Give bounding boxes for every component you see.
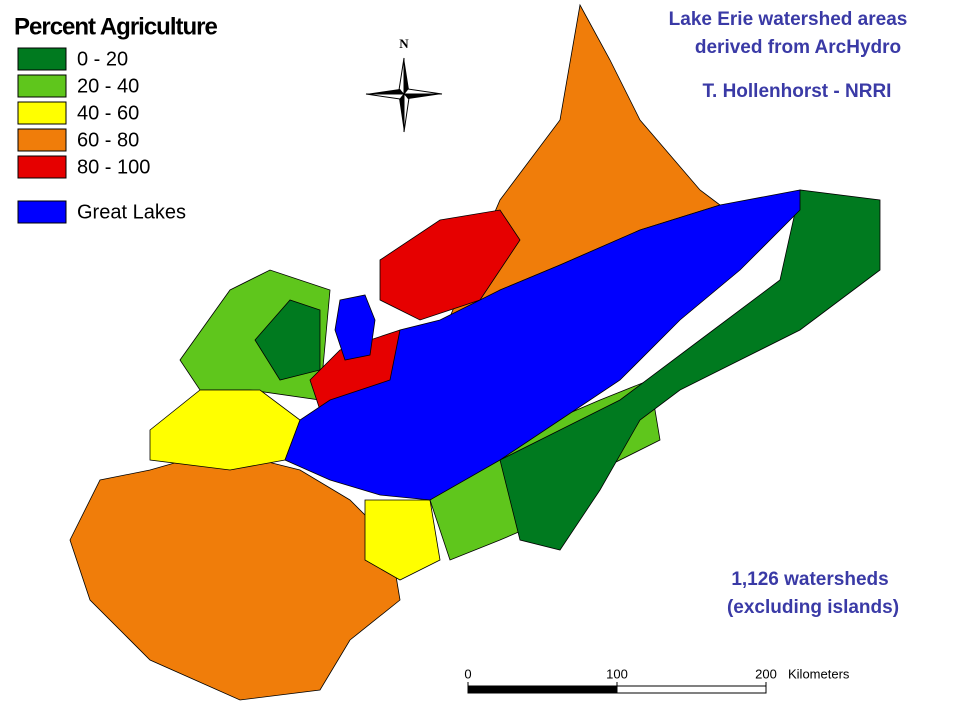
scale-unit: Kilometers	[788, 666, 850, 681]
legend-label: 40 - 60	[77, 102, 139, 124]
legend-label: 20 - 40	[77, 75, 139, 97]
scale-label: 200	[755, 666, 777, 681]
watershed-region	[379, 209, 521, 321]
legend-swatch	[17, 155, 67, 179]
scale-bar: 0 100 200 Kilometers	[464, 666, 850, 694]
north-arrow-part	[402, 88, 443, 95]
scale-label: 100	[606, 666, 628, 681]
legend-swatch	[17, 101, 67, 125]
legend-label: 80 - 100	[77, 156, 150, 178]
annotation: derived from ArcHydro	[695, 37, 901, 58]
annotation: 1,126 watersheds	[731, 569, 888, 590]
legend: 0 - 20 20 - 40 40 - 60 60 - 80 80 - 100 Great…	[17, 47, 186, 224]
watershed-region	[149, 389, 301, 471]
north-arrow: N	[365, 36, 443, 133]
lake-erie	[284, 189, 801, 501]
north-arrow-part	[403, 92, 410, 133]
watershed-region	[254, 299, 321, 381]
annotation: (excluding islands)	[727, 597, 899, 618]
north-arrow-part	[365, 93, 406, 100]
watershed-region	[364, 499, 441, 581]
scale-segment	[467, 685, 618, 694]
scale-segment	[616, 685, 767, 694]
north-label: N	[399, 36, 409, 51]
legend-swatch	[17, 128, 67, 152]
legend-label: Great Lakes	[77, 201, 186, 223]
annotation: Lake Erie watershed areas	[669, 9, 908, 30]
watershed-region	[69, 449, 401, 701]
north-arrow-part	[366, 89, 404, 94]
lake-st-clair	[334, 294, 376, 361]
north-arrow-part	[399, 94, 404, 132]
legend-swatch	[17, 47, 67, 71]
annotation: T. Hollenhorst - NRRI	[703, 81, 892, 102]
legend-title: Percent Agriculture	[14, 13, 217, 40]
watershed-region	[499, 189, 881, 551]
north-arrow-part	[404, 58, 409, 94]
legend-label: 60 - 80	[77, 129, 139, 151]
legend-label: 0 - 20	[77, 48, 128, 70]
watershed-map	[69, 3, 881, 701]
north-arrow-part	[404, 94, 442, 99]
scale-label: 0	[464, 666, 471, 681]
north-arrow-part	[398, 57, 405, 96]
legend-swatch	[17, 200, 67, 224]
legend-swatch	[17, 74, 67, 98]
